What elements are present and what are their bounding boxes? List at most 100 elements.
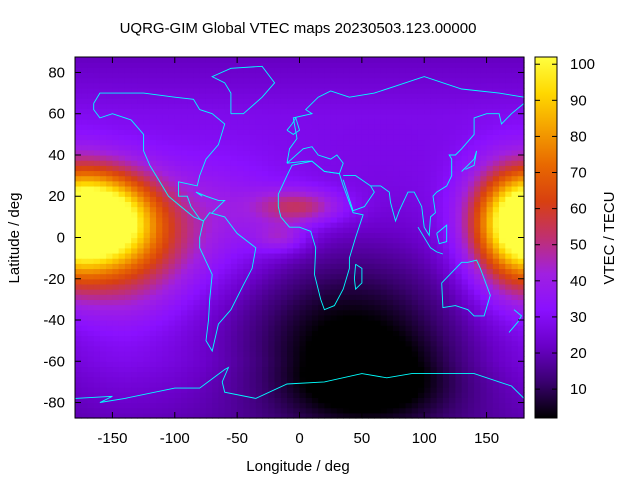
- heatmap-cell: [237, 407, 244, 414]
- heatmap-cell: [436, 335, 444, 342]
- heatmap-cell: [486, 144, 494, 151]
- heatmap-cell: [137, 196, 145, 202]
- heatmap-cell: [174, 170, 182, 177]
- heatmap-cell: [455, 77, 463, 84]
- heatmap-cell: [424, 387, 432, 393]
- heatmap-cell: [168, 397, 176, 404]
- heatmap-cell: [449, 258, 457, 264]
- heatmap-cell: [280, 407, 288, 414]
- heatmap-cell: [255, 113, 263, 120]
- heatmap-cell: [212, 361, 220, 368]
- heatmap-cell: [199, 201, 207, 208]
- heatmap-cell: [411, 309, 419, 316]
- heatmap-cell: [287, 237, 294, 244]
- heatmap-cell: [517, 304, 525, 311]
- heatmap-cell: [324, 289, 332, 295]
- heatmap-cell: [430, 268, 438, 275]
- heatmap-cell: [318, 124, 326, 130]
- heatmap-cell: [455, 175, 463, 182]
- heatmap-cell: [205, 232, 213, 239]
- heatmap-cell: [262, 268, 269, 275]
- heatmap-cell: [249, 108, 257, 115]
- heatmap-cell: [87, 356, 95, 362]
- heatmap-cell: [212, 82, 220, 89]
- heatmap-cell: [218, 237, 226, 244]
- heatmap-cell: [255, 108, 263, 115]
- heatmap-cell: [461, 201, 469, 208]
- heatmap-cell: [492, 289, 500, 295]
- heatmap-cell: [311, 320, 319, 326]
- heatmap-cell: [349, 361, 357, 368]
- heatmap-cell: [237, 237, 244, 244]
- heatmap-cell: [361, 330, 369, 337]
- heatmap-cell: [193, 247, 201, 254]
- heatmap-cell: [474, 222, 481, 228]
- heatmap-cell: [436, 185, 444, 192]
- heatmap-cell: [424, 242, 432, 249]
- heatmap-cell: [474, 118, 481, 125]
- heatmap-cell: [81, 247, 89, 254]
- heatmap-cell: [87, 252, 95, 259]
- heatmap-cell: [268, 175, 276, 182]
- heatmap-cell: [405, 381, 413, 388]
- heatmap-cell: [461, 170, 469, 177]
- heatmap-cell: [330, 278, 338, 285]
- heatmap-cell: [287, 180, 294, 187]
- heatmap-cell: [467, 57, 475, 63]
- heatmap-cell: [255, 103, 263, 110]
- heatmap-cell: [399, 196, 407, 202]
- heatmap-cell: [75, 407, 82, 414]
- heatmap-cell: [143, 227, 151, 233]
- heatmap-cell: [274, 216, 282, 223]
- heatmap-cell: [99, 77, 107, 84]
- heatmap-cell: [343, 258, 350, 264]
- heatmap-cell: [442, 392, 450, 398]
- heatmap-cell: [162, 222, 170, 228]
- heatmap-cell: [137, 124, 145, 130]
- heatmap-cell: [106, 314, 114, 321]
- heatmap-cell: [143, 103, 151, 110]
- heatmap-cell: [199, 165, 207, 172]
- heatmap-cell: [168, 216, 176, 223]
- heatmap-cell: [417, 175, 425, 182]
- heatmap-cell: [499, 185, 506, 192]
- heatmap-cell: [280, 160, 288, 166]
- heatmap-cell: [293, 350, 301, 357]
- heatmap-cell: [230, 77, 238, 84]
- heatmap-cell: [156, 381, 163, 388]
- heatmap-cell: [461, 62, 469, 68]
- heatmap-cell: [249, 82, 257, 89]
- heatmap-cell: [243, 144, 251, 151]
- heatmap-cell: [99, 309, 107, 316]
- heatmap-cell: [355, 72, 363, 79]
- heatmap-cell: [361, 196, 369, 202]
- heatmap-cell: [336, 216, 344, 223]
- heatmap-cell: [193, 237, 201, 244]
- heatmap-cell: [131, 149, 138, 156]
- heatmap-cell: [511, 402, 519, 409]
- heatmap-cell: [137, 402, 145, 409]
- heatmap-cell: [511, 185, 519, 192]
- heatmap-cell: [386, 247, 394, 254]
- heatmap-cell: [467, 407, 475, 414]
- heatmap-cell: [461, 335, 469, 342]
- heatmap-cell: [511, 237, 519, 244]
- heatmap-cell: [237, 216, 244, 223]
- heatmap-cell: [449, 165, 457, 172]
- heatmap-cell: [93, 87, 101, 94]
- heatmap-cell: [430, 113, 438, 120]
- heatmap-cell: [486, 206, 494, 213]
- heatmap-cell: [168, 129, 176, 135]
- heatmap-cell: [99, 314, 107, 321]
- heatmap-cell: [93, 402, 101, 409]
- heatmap-cell: [349, 299, 357, 306]
- heatmap-cell: [293, 67, 301, 74]
- heatmap-cell: [511, 196, 519, 202]
- heatmap-cell: [480, 222, 488, 228]
- heatmap-cell: [517, 350, 525, 357]
- heatmap-cell: [480, 77, 488, 84]
- heatmap-cell: [81, 258, 89, 264]
- heatmap-cell: [274, 299, 282, 306]
- heatmap-cell: [193, 325, 201, 331]
- heatmap-cell: [417, 268, 425, 275]
